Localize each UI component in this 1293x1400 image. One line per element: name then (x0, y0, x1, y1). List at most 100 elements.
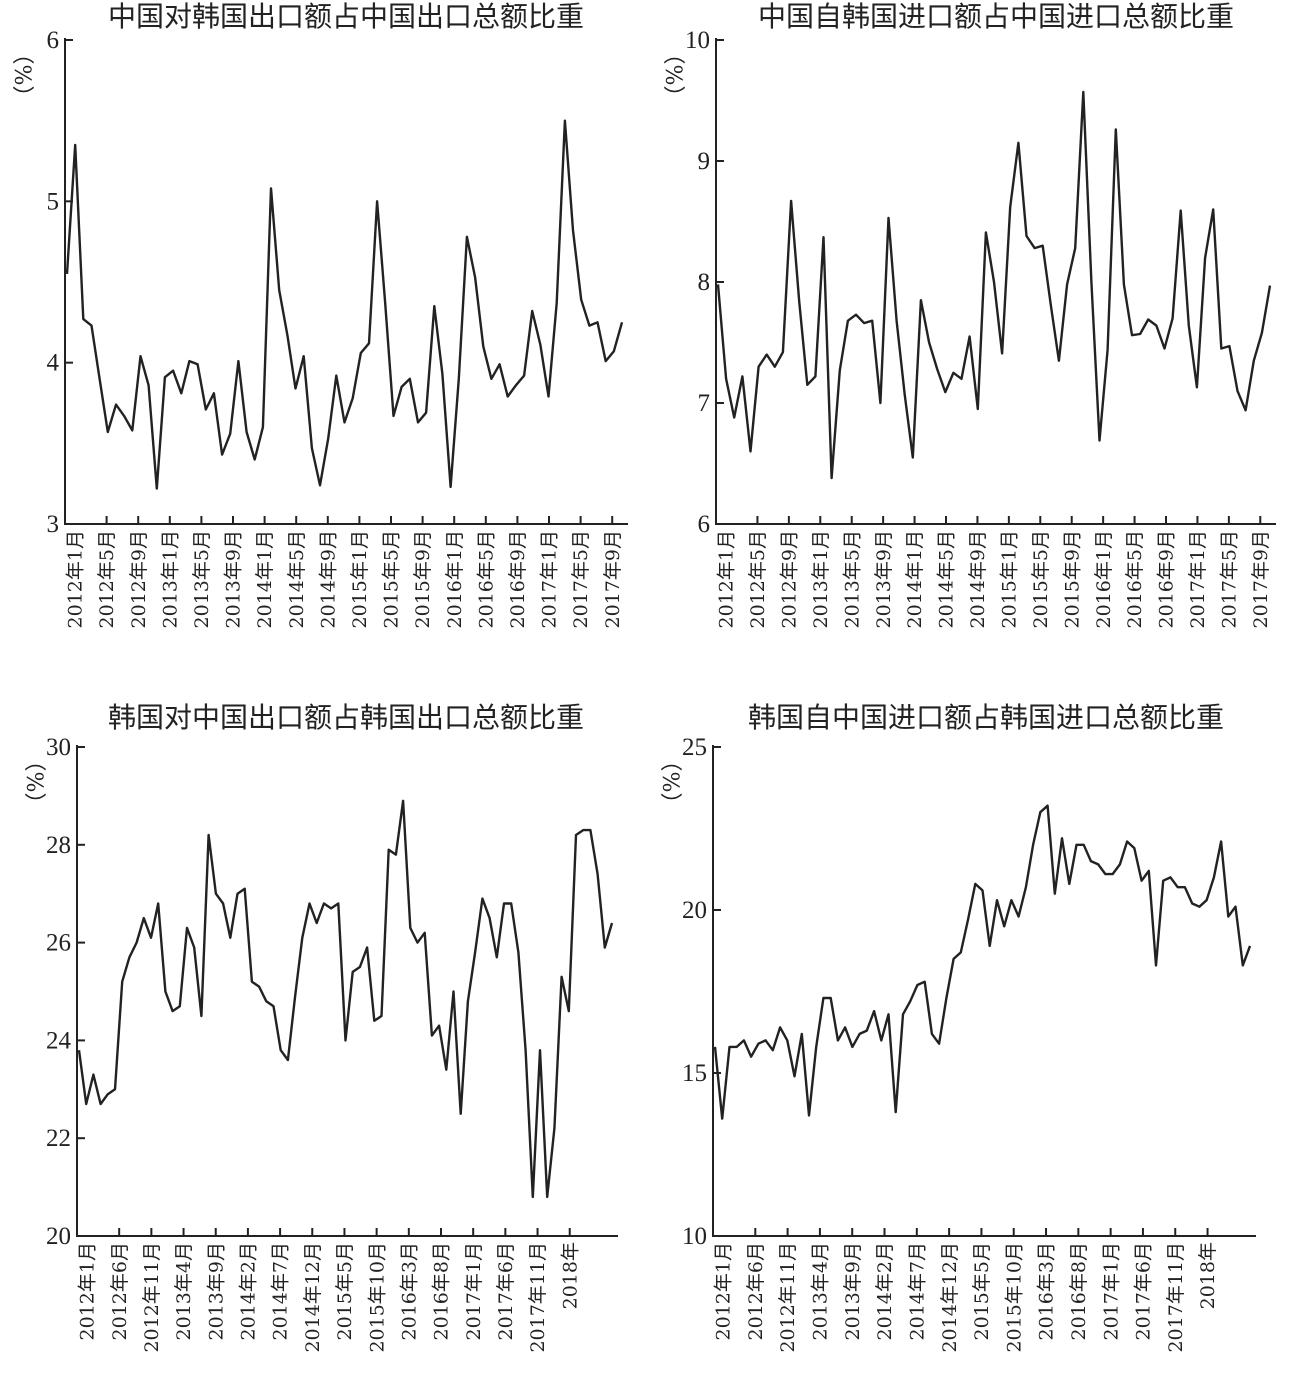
y-tick-label: 4 (47, 350, 60, 377)
y-tick-label: 22 (46, 1125, 71, 1152)
x-tick-label: 2013年1月 (159, 530, 181, 628)
y-unit-label: （%） (660, 43, 685, 108)
x-tick-label: 2013年5月 (191, 530, 213, 628)
series-line-kr-export-to-cn (77, 799, 614, 1199)
y-unit-label: （%） (21, 750, 46, 815)
x-tick-label: 2014年5月 (936, 530, 958, 628)
x-tick-label: 2012年5月 (96, 530, 118, 628)
x-tick-label: 2014年2月 (238, 1242, 260, 1340)
x-tick-label: 2012年6月 (109, 1242, 131, 1340)
x-tick-label: 2012年11月 (777, 1242, 799, 1353)
x-tick-label: 2015年9月 (1061, 530, 1083, 628)
x-tick-label: 2012年9月 (779, 530, 801, 628)
x-tick-label: 2016年9月 (507, 530, 529, 628)
x-tick-label: 2015年1月 (349, 530, 371, 628)
series-line-cn-export-to-kr (65, 119, 624, 490)
x-tick-label: 2016年1月 (1093, 530, 1115, 628)
x-tick-label: 2015年5月 (334, 1242, 356, 1340)
x-tick-label: 2016年8月 (431, 1242, 453, 1340)
x-tick-label: 2014年7月 (270, 1242, 292, 1340)
y-tick-label: 8 (698, 269, 711, 296)
x-tick-label: 2017年1月 (1100, 1242, 1122, 1340)
x-tick-label: 2013年9月 (205, 1242, 227, 1340)
x-tick-label: 2014年9月 (317, 530, 339, 628)
x-tick-label: 2012年1月 (65, 530, 87, 628)
x-tick-label: 2017年6月 (1133, 1242, 1155, 1340)
x-tick-label: 2017年11月 (527, 1242, 549, 1353)
x-tick-label: 2013年4月 (810, 1242, 832, 1340)
x-tick-label: 2015年5月 (381, 530, 403, 628)
axes-kr-export-to-cn (76, 745, 618, 1237)
x-tick-label: 2015年5月 (1030, 530, 1052, 628)
x-tick-label: 2014年12月 (939, 1242, 961, 1353)
chart-title-kr-import-from-cn: 韩国自中国进口额占韩国进口总额比重 (748, 701, 1224, 734)
x-tick-label: 2016年9月 (1156, 530, 1178, 628)
y-tick-label: 26 (46, 930, 71, 957)
x-tick-label: 2013年9月 (842, 1242, 864, 1340)
x-tick-label: 2015年1月 (999, 530, 1021, 628)
x-tick-label: 2014年2月 (874, 1242, 896, 1340)
x-tick-label: 2013年9月 (223, 530, 245, 628)
y-tick-label: 30 (46, 734, 71, 761)
x-tick-label: 2017年9月 (1250, 530, 1272, 628)
y-tick-label: 10 (682, 1223, 707, 1250)
y-unit-label: （%） (657, 750, 682, 815)
x-tick-label: 2012年6月 (745, 1242, 767, 1340)
x-tick-label: 2013年4月 (173, 1242, 195, 1340)
x-tick-label: 2015年5月 (971, 1242, 993, 1340)
axes-cn-import-from-kr (715, 38, 1276, 525)
x-tick-label: 2017年9月 (602, 530, 624, 628)
x-tick-label: 2014年1月 (254, 530, 276, 628)
y-tick-label: 20 (682, 897, 707, 924)
x-tick-label: 2014年9月 (967, 530, 989, 628)
x-tick-label: 2012年1月 (77, 1242, 99, 1340)
y-tick-label: 15 (682, 1060, 707, 1087)
x-tick-label: 2013年1月 (810, 530, 832, 628)
series-line-kr-import-from-cn (713, 804, 1252, 1120)
x-tick-label: 2016年1月 (444, 530, 466, 628)
y-tick-label: 9 (698, 148, 711, 175)
x-tick-label: 2012年11月 (141, 1242, 163, 1353)
y-tick-label: 5 (47, 188, 60, 215)
y-unit-label: （%） (9, 43, 34, 108)
x-tick-label: 2016年3月 (1036, 1242, 1058, 1340)
x-tick-label: 2017年11月 (1165, 1242, 1187, 1353)
x-tick-label: 2017年1月 (463, 1242, 485, 1340)
x-tick-label: 2015年9月 (412, 530, 434, 628)
x-tick-label: 2014年12月 (302, 1242, 324, 1353)
x-tick-label: 2017年5月 (1219, 530, 1241, 628)
x-tick-label: 2015年10月 (366, 1242, 388, 1353)
y-tick-label: 6 (47, 27, 60, 54)
y-tick-label: 7 (698, 390, 711, 417)
x-tick-label: 2017年1月 (539, 530, 561, 628)
y-tick-label: 10 (685, 27, 710, 54)
x-tick-label: 2013年5月 (841, 530, 863, 628)
x-tick-label: 2017年6月 (495, 1242, 517, 1340)
series-line-cn-import-from-kr (716, 90, 1272, 480)
y-tick-label: 28 (46, 832, 71, 859)
x-tick-label: 2013年9月 (873, 530, 895, 628)
x-tick-label: 2017年1月 (1187, 530, 1209, 628)
x-tick-label: 2018年 (559, 1242, 581, 1309)
x-tick-label: 2016年3月 (398, 1242, 420, 1340)
x-tick-label: 2016年5月 (1124, 530, 1146, 628)
y-tick-label: 20 (46, 1223, 71, 1250)
x-tick-label: 2012年9月 (128, 530, 150, 628)
y-tick-label: 24 (46, 1027, 72, 1054)
x-tick-label: 2012年1月 (716, 530, 738, 628)
x-tick-label: 2014年7月 (906, 1242, 928, 1340)
x-tick-label: 2016年5月 (475, 530, 497, 628)
x-tick-label: 2012年5月 (747, 530, 769, 628)
chart-title-cn-export-to-kr: 中国对韩国出口额占中国出口总额比重 (108, 0, 584, 33)
x-tick-label: 2018年 (1197, 1242, 1219, 1309)
x-tick-label: 2012年1月 (713, 1242, 735, 1340)
y-tick-label: 3 (47, 511, 60, 538)
y-tick-label: 25 (682, 734, 707, 761)
chart-title-cn-import-from-kr: 中国自韩国进口额占中国进口总额比重 (758, 0, 1234, 33)
axes-kr-import-from-cn (712, 745, 1256, 1237)
x-tick-label: 2014年5月 (286, 530, 308, 628)
y-tick-label: 6 (698, 511, 711, 538)
x-tick-label: 2017年5月 (570, 530, 592, 628)
